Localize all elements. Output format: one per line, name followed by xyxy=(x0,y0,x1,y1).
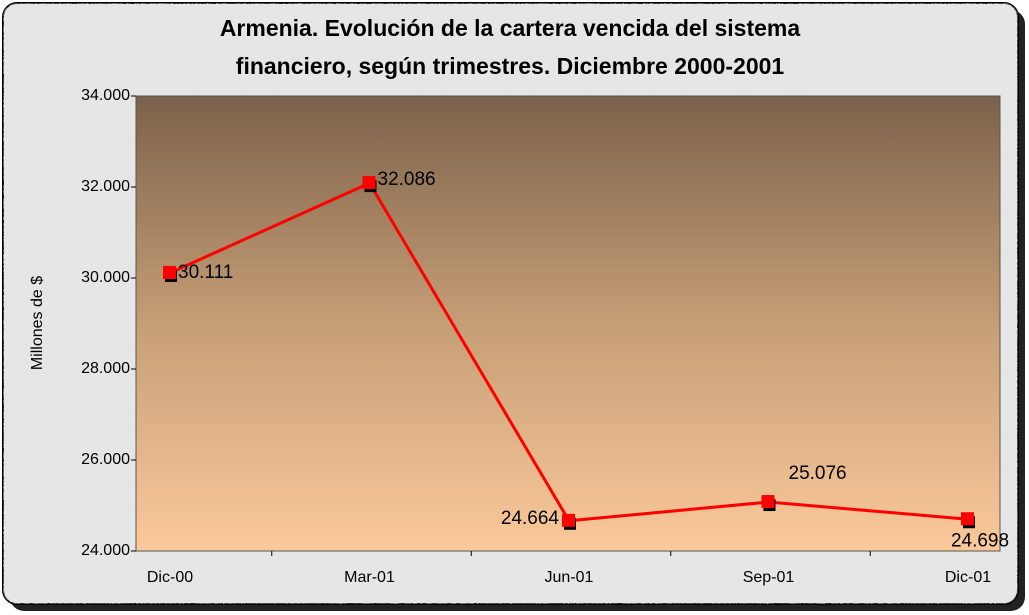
y-tick-label: 32.000 xyxy=(81,178,130,195)
data-label: 25.076 xyxy=(789,463,847,484)
data-label: 30.111 xyxy=(178,262,233,283)
x-tick-label: Dic-01 xyxy=(945,569,991,586)
y-tick-label: 24.000 xyxy=(81,542,130,559)
x-tick-label: Dic-00 xyxy=(147,569,193,586)
x-tick-label: Sep-01 xyxy=(743,569,795,586)
data-label: 32.086 xyxy=(378,169,436,190)
x-tick-label: Mar-01 xyxy=(344,569,395,586)
x-tick-label: Jun-01 xyxy=(545,569,594,586)
marker xyxy=(562,513,575,527)
chart-title: Armenia. Evolución de la cartera vencida… xyxy=(220,15,801,79)
y-tick-label: 28.000 xyxy=(81,360,130,377)
marker xyxy=(362,176,376,190)
data-label: 24.698 xyxy=(951,530,1009,551)
marker xyxy=(163,265,176,279)
y-axis-label: Millones de $ xyxy=(29,276,46,370)
y-tick-label: 26.000 xyxy=(81,451,130,468)
plot-area xyxy=(135,95,1001,552)
marker xyxy=(761,495,775,509)
data-label: 24.664 xyxy=(501,508,560,529)
marker xyxy=(961,512,974,526)
y-tick-label: 30.000 xyxy=(81,269,130,286)
y-tick-label: 34.000 xyxy=(81,87,130,104)
